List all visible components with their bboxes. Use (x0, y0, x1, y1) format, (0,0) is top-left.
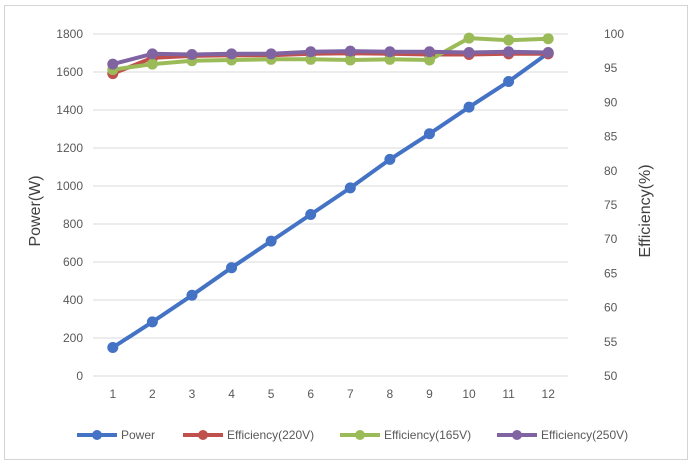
legend-label: Power (121, 428, 155, 442)
data-point (503, 76, 515, 87)
y-axis-title: Power(W) (27, 175, 44, 246)
data-point (226, 48, 238, 60)
x-tick-label: 4 (228, 387, 235, 401)
y2-tick-label: 50 (604, 369, 618, 383)
legend-label: Efficiency(220V) (227, 428, 314, 442)
series-markers (107, 32, 554, 353)
data-point (344, 45, 356, 57)
data-point (503, 34, 515, 46)
y-tick-label: 1000 (56, 179, 83, 193)
data-point (463, 46, 475, 58)
data-point (542, 33, 554, 45)
data-point (265, 48, 277, 60)
series-line (110, 49, 551, 67)
data-point (463, 101, 475, 113)
series-lines (110, 36, 551, 350)
y-tick-label: 1600 (56, 65, 83, 79)
data-point (384, 153, 396, 165)
y2-axis-ticks: 50 55 60 65 70 75 80 85 90 95 100 (604, 27, 624, 383)
legend-marker (355, 430, 365, 440)
x-tick-label: 8 (387, 387, 394, 401)
legend-label: Efficiency(250V) (541, 428, 628, 442)
y2-tick-label: 65 (604, 266, 618, 280)
data-point (186, 289, 198, 301)
y-tick-label: 1400 (56, 103, 83, 117)
data-point (305, 46, 317, 58)
x-tick-label: 1 (109, 387, 116, 401)
y2-tick-label: 100 (604, 27, 624, 41)
y2-axis-title: Efficiency(%) (637, 164, 654, 257)
series-line (110, 51, 551, 350)
data-point (226, 262, 238, 274)
y2-tick-label: 85 (604, 130, 618, 144)
x-tick-label: 7 (347, 387, 354, 401)
gridlines (93, 33, 568, 377)
series-line (110, 36, 551, 72)
y-tick-label: 600 (63, 255, 83, 269)
x-tick-label: 2 (149, 387, 156, 401)
data-point (344, 182, 356, 194)
data-point (186, 49, 198, 61)
data-point (423, 128, 435, 140)
data-point (305, 209, 317, 220)
legend-label: Efficiency(165V) (384, 428, 471, 442)
y2-tick-label: 95 (604, 61, 618, 75)
x-tick-label: 10 (462, 387, 476, 401)
x-tick-label: 5 (268, 387, 275, 401)
x-axis-ticks: 1 2 3 4 5 6 7 8 9 10 11 12 (109, 387, 555, 401)
y-tick-label: 1800 (56, 27, 83, 41)
y-tick-label: 1200 (56, 141, 83, 155)
y-tick-label: 0 (76, 369, 83, 383)
legend-marker (92, 430, 102, 440)
data-point (107, 342, 119, 353)
legend: Power Efficiency(220V) Efficiency(165V) Eff… (77, 428, 628, 442)
y-tick-label: 800 (63, 217, 83, 231)
legend-marker (512, 430, 522, 440)
chart-frame: 0 200 400 600 800 1000 1200 1400 1600 1800 50 55 60… (4, 5, 688, 460)
y2-tick-label: 90 (604, 95, 618, 109)
y2-tick-label: 75 (604, 198, 618, 212)
x-tick-label: 11 (502, 387, 515, 401)
y2-tick-label: 60 (604, 301, 618, 315)
y2-tick-label: 80 (604, 164, 618, 178)
data-point (146, 316, 158, 328)
y2-tick-label: 70 (604, 232, 618, 246)
y-tick-label: 400 (63, 293, 83, 307)
y2-tick-label: 55 (604, 335, 618, 349)
data-point (384, 46, 396, 58)
data-point (107, 58, 119, 70)
legend-marker (198, 430, 208, 440)
data-point (265, 235, 277, 247)
data-point (146, 48, 158, 60)
data-point (503, 46, 515, 58)
y-tick-label: 200 (63, 331, 83, 345)
x-tick-label: 12 (542, 387, 556, 401)
y-axis-ticks: 0 200 400 600 800 1000 1200 1400 1600 1800 (56, 27, 83, 383)
x-tick-label: 6 (307, 387, 314, 401)
data-point (542, 46, 554, 58)
x-tick-label: 9 (426, 387, 433, 401)
x-tick-label: 3 (189, 387, 196, 401)
data-point (423, 46, 435, 58)
data-point (146, 58, 158, 70)
data-point (463, 32, 475, 44)
